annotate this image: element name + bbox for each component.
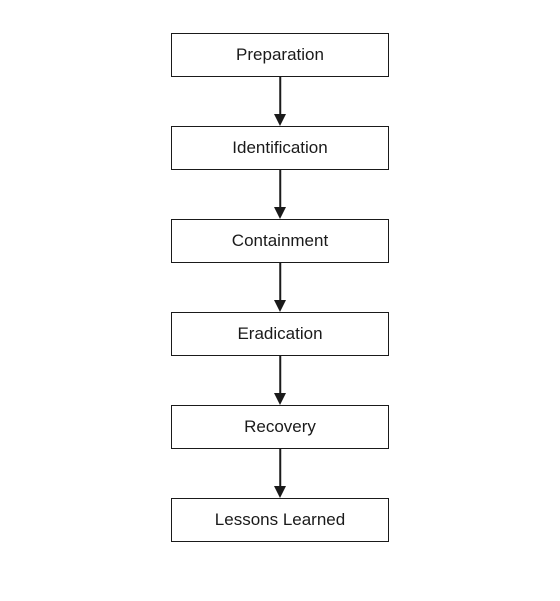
flow-node-label: Preparation [236,45,324,65]
flow-node-label: Lessons Learned [215,510,345,530]
flow-arrow-head [274,114,286,126]
flow-arrow-head [274,300,286,312]
flow-arrow [279,77,281,114]
flow-node-label: Identification [232,138,327,158]
flow-arrow [279,170,281,207]
flow-node-recovery: Recovery [171,405,389,449]
flow-node-containment: Containment [171,219,389,263]
flow-node-lessons: Lessons Learned [171,498,389,542]
flow-arrow [279,449,281,486]
flow-node-preparation: Preparation [171,33,389,77]
flow-arrow [279,263,281,300]
flow-node-label: Containment [232,231,328,251]
flow-node-eradication: Eradication [171,312,389,356]
flow-arrow-head [274,393,286,405]
flow-arrow-head [274,486,286,498]
flow-arrow [279,356,281,393]
flow-arrow-head [274,207,286,219]
flow-node-label: Eradication [237,324,322,344]
flow-node-label: Recovery [244,417,316,437]
flow-node-identification: Identification [171,126,389,170]
flowchart-canvas: Preparation Identification Containment Erad… [0,0,560,601]
